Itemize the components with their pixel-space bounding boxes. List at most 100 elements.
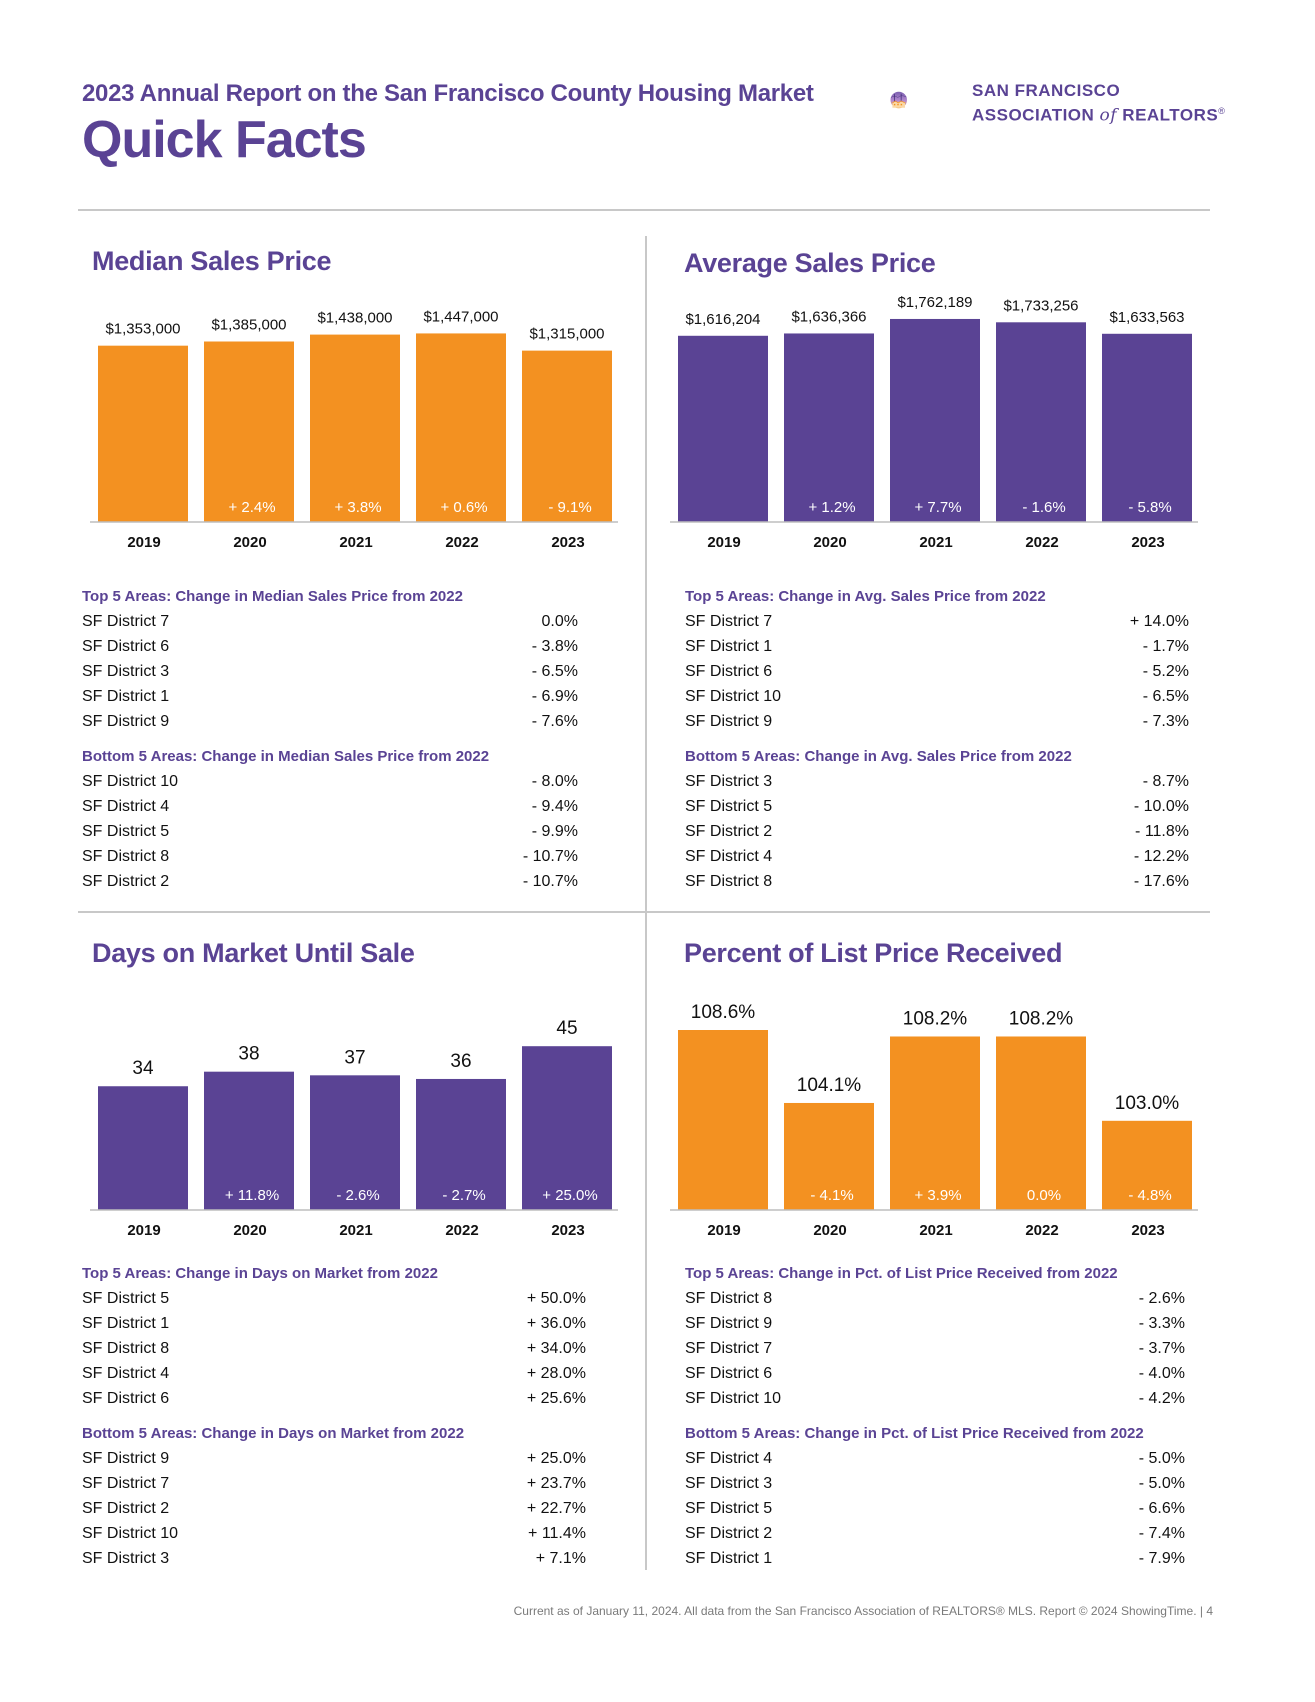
area-change-value: - 6.5% — [1142, 688, 1189, 705]
list-item: SF District 6 + 25.6% — [82, 1386, 586, 1411]
area-change-value: - 2.6% — [1138, 1290, 1185, 1307]
area-change-value: - 4.2% — [1138, 1390, 1185, 1407]
area-change-value: - 5.0% — [1138, 1450, 1185, 1467]
x-tick-label: 2021 — [919, 1222, 952, 1239]
list-item: SF District 4 + 28.0% — [82, 1361, 586, 1386]
area-name: SF District 3 — [82, 1550, 170, 1567]
area-change-value: - 6.9% — [531, 688, 578, 705]
average-sales-price-chart: $1,616,204 2019 $1,636,366 + 1.2% 2020 $1,762… — [670, 294, 1198, 551]
area-change-value: - 3.8% — [531, 638, 578, 655]
bar-value-label: $1,616,204 — [685, 311, 760, 328]
area-name: SF District 2 — [685, 823, 773, 840]
area-name: SF District 10 — [685, 688, 782, 705]
area-name: SF District 5 — [82, 1290, 170, 1307]
list-item: SF District 10 - 4.2% — [685, 1386, 1185, 1411]
bar — [522, 1046, 612, 1210]
bar-change-label: + 11.8% — [225, 1187, 279, 1204]
x-tick-label: 2019 — [707, 1222, 740, 1239]
bar-change-label: - 1.6% — [1022, 499, 1065, 516]
list-item: SF District 7 + 23.7% — [82, 1471, 586, 1496]
bar-change-label: - 4.1% — [810, 1187, 853, 1204]
top-areas-heading: Top 5 Areas: Change in Pct. of List Pric… — [685, 1265, 1118, 1282]
area-name: SF District 9 — [82, 713, 170, 730]
top-areas-heading: Top 5 Areas: Change in Avg. Sales Price … — [685, 588, 1046, 605]
area-name: SF District 7 — [685, 613, 773, 630]
area-change-value: - 11.8% — [1135, 823, 1189, 840]
list-item: SF District 9 - 3.3% — [685, 1311, 1185, 1336]
area-name: SF District 8 — [82, 1340, 170, 1357]
header-divider — [78, 209, 1210, 211]
area-change-value: + 25.6% — [526, 1390, 586, 1407]
bar-value-label: $1,447,000 — [423, 308, 498, 325]
list-item: SF District 5 + 50.0% — [82, 1286, 586, 1311]
panel-title: Average Sales Price — [684, 248, 936, 278]
bar-change-label: - 4.8% — [1128, 1187, 1171, 1204]
area-name: SF District 2 — [685, 1525, 773, 1542]
bar — [678, 1030, 768, 1210]
list-item: SF District 4 - 9.4% — [82, 794, 578, 819]
bar — [890, 318, 980, 522]
area-change-value: + 22.7% — [526, 1500, 586, 1517]
list-item: SF District 7 + 14.0% — [685, 609, 1189, 634]
area-name: SF District 1 — [685, 1550, 773, 1567]
list-item: SF District 9 - 7.3% — [685, 709, 1189, 734]
bar-value-label: $1,636,366 — [791, 308, 866, 325]
area-name: SF District 8 — [82, 848, 170, 865]
list-item: SF District 1 + 36.0% — [82, 1311, 586, 1336]
x-tick-label: 2023 — [1131, 1222, 1164, 1239]
days-on-market-chart: 34 2019 38 + 11.8% 2020 37 - 2.6% 2021 36 - 2.7% 2… — [90, 1018, 618, 1239]
bar-value-label: $1,733,256 — [1003, 297, 1078, 314]
x-tick-label: 2020 — [813, 1222, 846, 1239]
area-name: SF District 5 — [82, 823, 170, 840]
median-area-lists: Top 5 Areas: Change in Median Sales Pric… — [82, 585, 578, 894]
bar — [204, 1071, 294, 1210]
bar-value-label: 36 — [450, 1051, 471, 1072]
area-change-value: - 3.7% — [1138, 1340, 1185, 1357]
bar — [98, 345, 188, 522]
bar-change-label: - 2.7% — [442, 1187, 485, 1204]
bar-value-label: 108.2% — [903, 1008, 968, 1029]
area-change-value: 0.0% — [541, 613, 578, 630]
list-item: SF District 10 - 6.5% — [685, 684, 1189, 709]
list-item: SF District 6 - 5.2% — [685, 659, 1189, 684]
area-change-value: + 25.0% — [526, 1450, 586, 1467]
bar — [784, 1102, 874, 1210]
area-name: SF District 5 — [685, 798, 773, 815]
logo-line-2: ASSOCIATION of REALTORS® — [972, 105, 1226, 126]
area-change-value: - 7.6% — [531, 713, 578, 730]
dom-area-lists: Top 5 Areas: Change in Days on Market fr… — [82, 1262, 586, 1571]
list-item: SF District 8 - 17.6% — [685, 869, 1189, 894]
area-change-value: + 34.0% — [526, 1340, 586, 1357]
list-item: SF District 6 - 3.8% — [82, 634, 578, 659]
bar-change-label: + 3.8% — [334, 499, 381, 516]
bar — [310, 1075, 400, 1210]
list-item: SF District 5 - 10.0% — [685, 794, 1189, 819]
area-name: SF District 5 — [685, 1500, 773, 1517]
list-item: SF District 3 - 5.0% — [685, 1471, 1185, 1496]
median-sales-price-chart: $1,353,000 2019 $1,385,000 + 2.4% 2020 $1,438… — [90, 308, 618, 551]
list-item: SF District 2 - 7.4% — [685, 1521, 1185, 1546]
report-title: 2023 Annual Report on the San Francisco … — [82, 80, 814, 107]
list-item: SF District 2 + 22.7% — [82, 1496, 586, 1521]
x-tick-label: 2022 — [1025, 534, 1058, 551]
x-tick-label: 2019 — [127, 1222, 160, 1239]
area-name: SF District 10 — [685, 1390, 782, 1407]
bar — [996, 1036, 1086, 1210]
area-change-value: - 8.0% — [531, 773, 578, 790]
list-item: SF District 9 + 25.0% — [82, 1446, 586, 1471]
bar — [416, 333, 506, 522]
area-name: SF District 1 — [82, 688, 170, 705]
golden-gate-logo-icon — [890, 91, 907, 109]
area-name: SF District 4 — [82, 798, 170, 815]
footer-note: Current as of January 11, 2024. All data… — [513, 1604, 1213, 1618]
bar-value-label: 38 — [238, 1044, 259, 1065]
x-tick-label: 2022 — [445, 534, 478, 551]
pct-area-lists: Top 5 Areas: Change in Pct. of List Pric… — [685, 1262, 1185, 1571]
x-tick-label: 2021 — [919, 534, 952, 551]
area-change-value: + 11.4% — [528, 1525, 586, 1542]
list-item: SF District 4 - 5.0% — [685, 1446, 1185, 1471]
area-name: SF District 8 — [685, 1290, 773, 1307]
bar-value-label: 103.0% — [1115, 1093, 1180, 1114]
list-item: SF District 3 - 8.7% — [685, 769, 1189, 794]
x-tick-label: 2021 — [339, 1222, 372, 1239]
